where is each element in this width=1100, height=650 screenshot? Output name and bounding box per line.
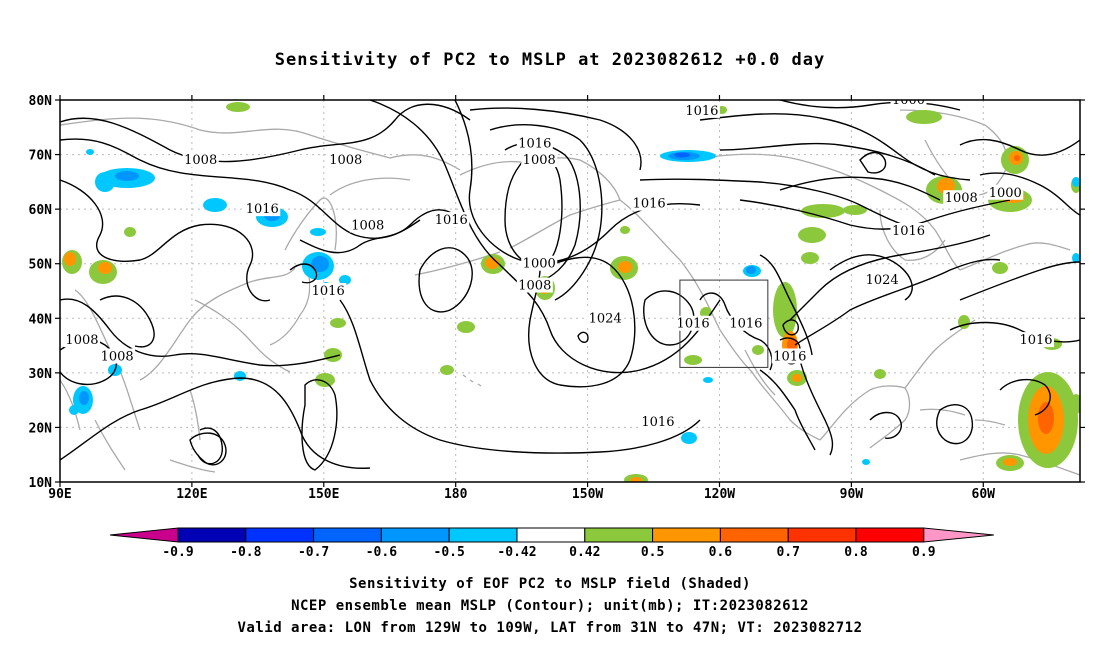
contour-label: 1016	[435, 213, 468, 228]
contour-label: 1016	[773, 349, 806, 364]
colorbar-label: -0.7	[298, 545, 329, 560]
colorbar-label: 0.8	[844, 545, 868, 560]
contour-label: 1000	[989, 186, 1022, 201]
contour-label: 1016	[633, 197, 666, 212]
coastlines	[60, 109, 1080, 476]
colorbar-label: 0.5	[641, 545, 664, 560]
lon-tick-label: 180	[444, 487, 468, 502]
contour-label: 1016	[677, 317, 710, 332]
colorbar-label: -0.5	[434, 545, 465, 560]
lat-tick-label: 80N	[29, 94, 53, 109]
contour-label: 1016	[641, 415, 674, 430]
map-frame	[59, 99, 1081, 483]
colorbar-segment	[177, 527, 247, 543]
contour-label: 1016	[518, 137, 551, 152]
colorbar-segment	[516, 527, 586, 543]
colorbar-segment	[719, 527, 789, 543]
contour-label: 1016	[312, 284, 345, 299]
contour-label: 1016	[685, 104, 718, 119]
lon-tick-label: 90W	[840, 487, 864, 502]
contour-label: 1008	[523, 153, 556, 168]
colorbar-label: 0.9	[912, 545, 935, 560]
lat-tick-label: 70N	[29, 149, 53, 164]
colorbar-segment	[584, 527, 654, 543]
colorbar: -0.9 -0.8 -0.7 -0.6 -0.5 -0.42 0.42 0.5 0.6 0.7 0.…	[109, 527, 994, 560]
contour-label: 1000	[523, 257, 556, 272]
colorbar-low-arrow	[109, 527, 179, 543]
contour-label: 1000	[892, 93, 925, 108]
lat-tick-label: 30N	[29, 367, 53, 382]
colorbar-segment	[652, 527, 721, 543]
contour-label: 1016	[729, 317, 762, 332]
colorbar-segment	[380, 527, 450, 543]
contour-label: 1024	[589, 311, 622, 326]
contour-label: 1008	[184, 153, 217, 168]
contour-label: 1016	[1019, 333, 1052, 348]
colorbar-label: -0.9	[162, 545, 193, 560]
colorbar-label: 0.6	[709, 545, 733, 560]
caption-line-2: NCEP ensemble mean MSLP (Contour); unit(…	[291, 598, 809, 614]
contour-label: 1008	[101, 349, 134, 364]
contour-label: 1016	[246, 202, 279, 217]
contour-label: 1008	[65, 333, 98, 348]
contour-label: 1008	[329, 153, 362, 168]
lon-tick-label: 120E	[176, 487, 207, 502]
lat-tick-label: 60N	[29, 203, 53, 218]
caption-line-3: Valid area: LON from 129W to 109W, LAT f…	[237, 620, 863, 636]
contour-label: 1024	[866, 273, 899, 288]
lat-tick-label: 40N	[29, 312, 53, 327]
colorbar-segment	[787, 527, 857, 543]
colorbar-label: -0.6	[366, 545, 397, 560]
colorbar-segment	[448, 527, 518, 543]
contour-label: 1008	[945, 191, 978, 206]
colorbar-segment	[313, 527, 382, 543]
lat-tick-label: 50N	[29, 258, 53, 273]
contour-label: 1016	[892, 224, 925, 239]
caption-line-1: Sensitivity of EOF PC2 to MSLP field (Sh…	[349, 576, 751, 592]
lon-tick-label: 150E	[308, 487, 339, 502]
colorbar-segment	[245, 527, 315, 543]
lat-tick-label: 20N	[29, 421, 53, 436]
lon-tick-label: 90E	[48, 487, 71, 502]
colorbar-high-arrow	[923, 527, 994, 543]
colorbar-label: -0.42	[497, 545, 536, 560]
lon-tick-label: 150W	[572, 487, 603, 502]
caption: Sensitivity of EOF PC2 to MSLP field (Sh…	[0, 573, 1100, 639]
mslp-contours	[60, 100, 1080, 471]
colorbar-segment	[855, 527, 925, 543]
contour-label: 1008	[518, 279, 551, 294]
map-title: Sensitivity of PC2 to MSLP at 2023082612…	[274, 50, 826, 70]
lat-tick-label: 10N	[29, 476, 53, 491]
lon-tick-label: 60W	[972, 487, 996, 502]
colorbar-label: 0.42	[569, 545, 600, 560]
lon-tick-label: 120W	[704, 487, 735, 502]
contour-label: 1008	[351, 219, 384, 234]
colorbar-label: 0.7	[776, 545, 799, 560]
colorbar-label: -0.8	[230, 545, 261, 560]
grid-lines	[60, 100, 1080, 482]
